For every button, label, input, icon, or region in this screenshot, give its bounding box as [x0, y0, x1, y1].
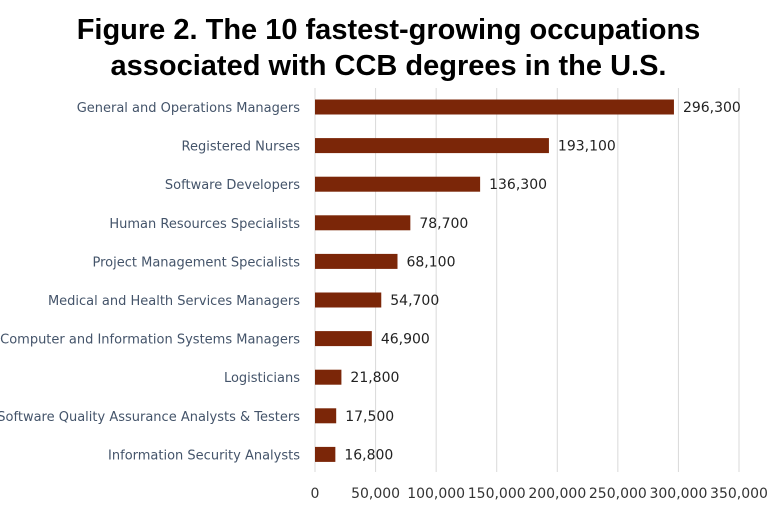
x-tick-label: 250,000: [589, 486, 647, 502]
chart-title-line-1: Figure 2. The 10 fastest-growing occupat…: [76, 14, 701, 46]
value-label: 78,700: [419, 216, 468, 232]
value-label: 68,100: [406, 254, 455, 270]
bar: [315, 331, 372, 347]
value-label: 46,900: [381, 332, 430, 348]
category-label: Computer and Information Systems Manager…: [0, 333, 300, 348]
bar: [315, 253, 398, 269]
x-tick-label: 200,000: [528, 486, 586, 502]
bar: [315, 369, 342, 385]
chart-title: Figure 2. The 10 fastest-growing occupat…: [0, 12, 777, 84]
bar: [315, 292, 382, 308]
bar: [315, 408, 337, 424]
x-tick-label: 150,000: [468, 486, 526, 502]
category-label: Logisticians: [224, 371, 300, 386]
bar: [315, 176, 481, 192]
bar: [315, 215, 411, 231]
x-tick-label: 0: [311, 486, 320, 502]
bar: [315, 138, 549, 154]
value-label: 16,800: [344, 447, 393, 463]
category-label: Registered Nurses: [182, 140, 301, 155]
x-tick-label: 300,000: [649, 486, 707, 502]
value-label: 54,700: [390, 293, 439, 309]
category-label: Software Quality Assurance Analysts & Te…: [0, 410, 300, 425]
category-label: Project Management Specialists: [93, 255, 301, 270]
category-label: Human Resources Specialists: [109, 217, 300, 232]
value-label: 296,300: [683, 100, 741, 116]
category-label: Medical and Health Services Managers: [48, 294, 300, 309]
x-tick-label: 100,000: [407, 486, 465, 502]
value-label: 17,500: [345, 409, 394, 425]
category-label: General and Operations Managers: [77, 101, 301, 116]
value-label: 21,800: [350, 370, 399, 386]
value-label: 193,100: [558, 139, 616, 155]
x-tick-label: 50,000: [351, 486, 400, 502]
value-label: 136,300: [489, 177, 547, 193]
x-tick-label: 350,000: [710, 486, 768, 502]
bar: [315, 99, 674, 115]
chart-title-line-2: associated with CCB degrees in the U.S.: [110, 50, 667, 82]
category-label: Information Security Analysts: [108, 448, 300, 463]
category-label: Software Developers: [165, 178, 300, 193]
bar: [315, 446, 336, 462]
